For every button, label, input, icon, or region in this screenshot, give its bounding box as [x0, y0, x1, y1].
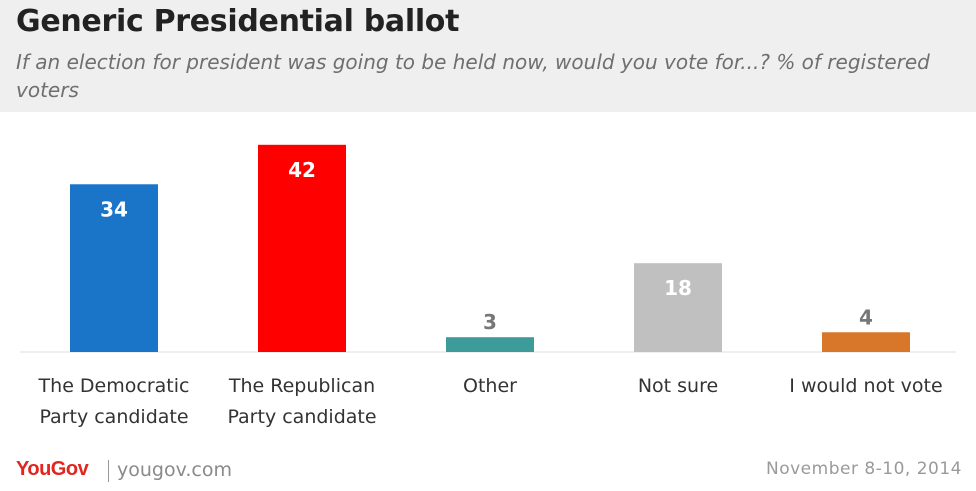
bar-value-label: 4: [859, 305, 873, 329]
bar: [634, 263, 722, 352]
bar: [822, 332, 910, 352]
bar: [258, 144, 346, 352]
category-label: The Democratic Party candidate: [38, 375, 190, 428]
category-label: Other: [463, 375, 517, 397]
bar: [446, 337, 534, 352]
chart-header: Generic Presidential ballot If an electi…: [0, 0, 976, 112]
yougov-logo: YouGov: [16, 458, 89, 480]
bar-value-label: 42: [288, 158, 316, 182]
category-labels-group: The Democratic Party candidate The Republi…: [38, 375, 943, 428]
category-label: The Republican Party candidate: [227, 375, 376, 428]
footer-divider: [108, 460, 109, 482]
bar-value-label: 3: [483, 310, 497, 334]
chart-title: Generic Presidential ballot: [16, 4, 460, 39]
bars-group: [70, 144, 910, 352]
category-label: I would not vote: [789, 375, 942, 397]
chart-subtitle: If an election for president was going t…: [16, 50, 930, 102]
bar: [70, 184, 158, 352]
survey-date: November 8-10, 2014: [766, 459, 962, 479]
category-label: Not sure: [638, 375, 718, 397]
value-labels-group: 34 42 3 18 4: [100, 158, 873, 334]
bar-value-label: 34: [100, 197, 128, 221]
footer-site-link[interactable]: yougov.com: [117, 459, 232, 481]
bar-value-label: 18: [664, 276, 692, 300]
